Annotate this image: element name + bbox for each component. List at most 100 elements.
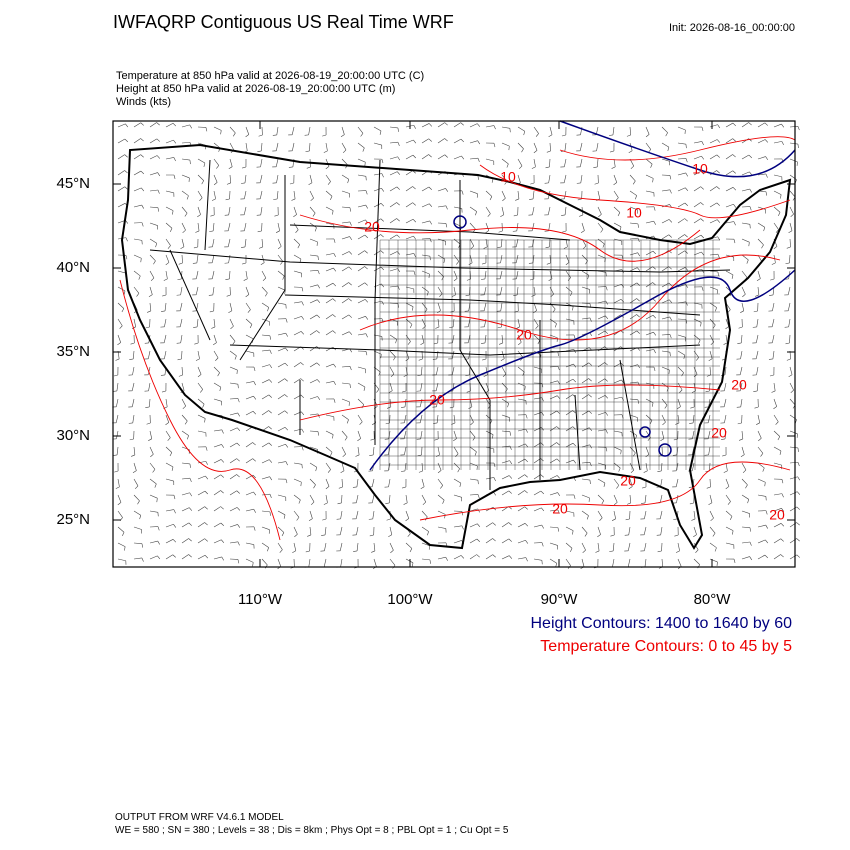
wind-barb [229, 524, 238, 528]
wind-barb [709, 139, 718, 144]
wind-barb [472, 436, 476, 441]
wind-barb [597, 190, 601, 199]
wind-barb [197, 174, 204, 181]
wind-barb [245, 558, 254, 563]
wind-barb [460, 122, 464, 126]
wind-barb [428, 154, 432, 158]
wind-barb [300, 394, 304, 399]
field-label: Height at 850 hPa valid at 2026-08-19_20… [116, 83, 395, 95]
wind-barb [669, 175, 672, 180]
wind-barb [581, 317, 590, 320]
wind-barb [725, 462, 728, 471]
wind-barb [637, 364, 641, 369]
wind-barb [453, 462, 460, 469]
wind-barb [213, 522, 222, 528]
wind-barb [677, 158, 687, 160]
wind-barb [165, 139, 174, 144]
wind-barb [621, 284, 625, 288]
wind-barb [397, 171, 401, 175]
wind-barb [133, 494, 140, 502]
wind-barb [733, 221, 736, 226]
wind-barb [693, 374, 698, 378]
wind-barb [595, 550, 600, 553]
wind-barb [581, 494, 590, 499]
wind-barb [365, 219, 369, 224]
wind-barb [229, 318, 234, 327]
wind-barb [501, 126, 510, 129]
wind-barb [237, 524, 241, 528]
wind-barb [501, 190, 506, 199]
wind-barb [402, 390, 407, 393]
wind-barb [765, 191, 768, 196]
wind-barb [717, 254, 720, 259]
wind-barb [229, 366, 238, 371]
wind-barb [213, 334, 217, 343]
wind-barb [293, 301, 302, 304]
model-settings: WE = 580 ; SN = 380 ; Levels = 38 ; Dis … [115, 825, 509, 836]
wind-barb [371, 478, 375, 487]
wind-barb [435, 454, 440, 457]
wind-barb [485, 125, 494, 128]
wind-barb [429, 238, 432, 243]
wind-barb [581, 362, 589, 368]
wind-barb [149, 540, 158, 544]
wind-barb [117, 203, 126, 208]
wind-barb [181, 158, 190, 161]
wind-barb [468, 302, 471, 311]
wind-barb [409, 324, 413, 329]
wind-barb [227, 238, 231, 247]
wind-barb [485, 222, 490, 231]
wind-barb [757, 446, 764, 454]
wind-barb [229, 126, 236, 134]
wind-barb [421, 220, 430, 224]
wind-barb [437, 302, 441, 311]
wind-barb [293, 222, 299, 230]
wind-barb [240, 182, 246, 184]
wind-barb [548, 278, 553, 282]
wind-barb [546, 150, 551, 153]
wind-barb [229, 474, 237, 480]
wind-barb [181, 270, 183, 279]
wind-barb [197, 374, 202, 378]
wind-barb [476, 554, 480, 558]
wind-barb [741, 526, 750, 528]
wind-barb [477, 523, 481, 528]
wind-barb [341, 494, 343, 504]
wind-barb [341, 174, 349, 180]
wind-barb [649, 420, 653, 425]
wind-barb [197, 538, 205, 544]
wind-barb [600, 229, 604, 233]
wind-barb [461, 155, 465, 160]
wind-barb [293, 462, 302, 465]
wind-barb [311, 501, 315, 505]
wind-barb [148, 398, 151, 407]
wind-barb [140, 170, 145, 175]
wind-barb [541, 507, 545, 512]
wind-barb [149, 302, 152, 311]
wind-barb [277, 461, 286, 464]
wind-barb [213, 474, 221, 480]
wind-barb [293, 238, 300, 245]
wind-barb [773, 538, 781, 544]
wind-barb [229, 412, 238, 416]
wind-barb [640, 502, 646, 504]
wind-barb [186, 195, 189, 200]
wind-barb [518, 342, 522, 346]
wind-barb [564, 158, 567, 167]
wind-barb [288, 166, 293, 168]
wind-barb [141, 543, 144, 548]
wind-barb [500, 238, 503, 247]
wind-barb [615, 197, 619, 201]
wind-barb [245, 134, 249, 138]
wind-barb [453, 555, 462, 560]
wind-barb [725, 170, 733, 176]
wind-barb [380, 250, 384, 254]
wind-barb [244, 174, 247, 183]
wind-barb [437, 138, 445, 144]
wind-barb [413, 270, 416, 275]
wind-barb [501, 522, 509, 528]
contour-label: 10 [692, 161, 708, 177]
wind-barb [226, 182, 231, 185]
wind-barb [550, 293, 554, 298]
wind-barb [635, 435, 637, 440]
